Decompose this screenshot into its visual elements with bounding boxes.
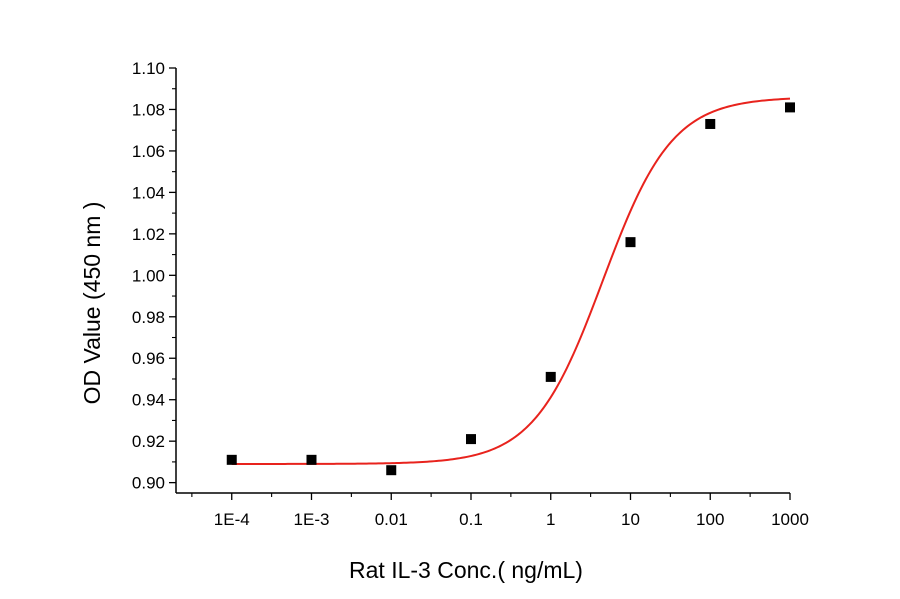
axes — [175, 68, 790, 494]
x-tick-label: 1000 — [771, 510, 809, 529]
data-point — [625, 237, 636, 248]
y-tick-label: 1.08 — [132, 100, 165, 119]
x-tick-label: 0.01 — [375, 510, 408, 529]
fit-curve — [231, 97, 791, 465]
x-tick-label: 0.1 — [459, 510, 483, 529]
x-axis-title: Rat IL-3 Conc.( ng/mL) — [349, 557, 583, 583]
y-tick-label: 1.04 — [132, 183, 165, 202]
x-tick-label: 1 — [546, 510, 555, 529]
y-axis-title: OD Value (450 nm ) — [79, 202, 105, 405]
y-tick-label: 0.96 — [132, 349, 165, 368]
x-tick-label: 10 — [621, 510, 640, 529]
x-tick-label: 1E-3 — [294, 510, 330, 529]
y-tick-label: 0.90 — [132, 474, 165, 493]
y-tick-label: 1.00 — [132, 266, 165, 285]
data-point — [465, 434, 476, 445]
y-tick-label: 0.94 — [132, 391, 165, 410]
y-tick-label: 0.92 — [132, 432, 165, 451]
data-point — [226, 454, 237, 465]
x-tick-label: 100 — [696, 510, 724, 529]
data-point — [545, 371, 556, 382]
data-points — [226, 102, 795, 476]
y-tick-label: 1.10 — [132, 59, 165, 78]
y-tick-label: 1.06 — [132, 142, 165, 161]
data-point — [785, 102, 795, 113]
fit-curve-group — [231, 97, 791, 465]
x-tick-label: 1E-4 — [214, 510, 250, 529]
y-tick-label: 1.02 — [132, 225, 165, 244]
data-point — [705, 118, 716, 129]
data-point — [306, 454, 317, 465]
ticks: 0.90 0.92 0.94 0.96 0.98 1.00 1.02 1.04 1.06 1.08… — [132, 59, 809, 529]
data-point — [386, 465, 397, 476]
y-tick-label: 0.98 — [132, 308, 165, 327]
